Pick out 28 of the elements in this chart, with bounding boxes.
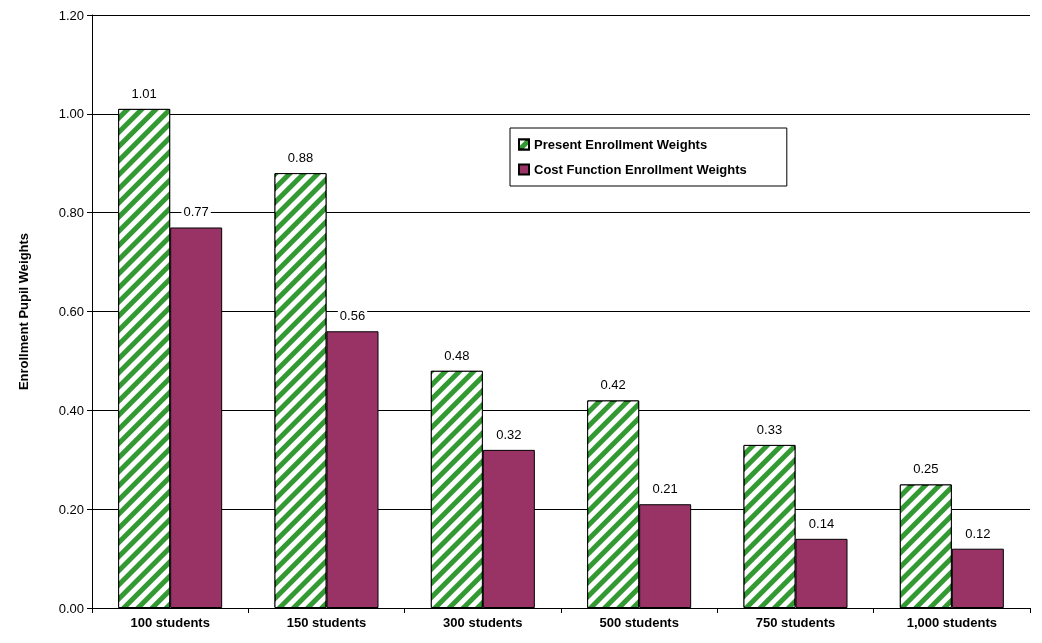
- y-tick-label: 1.20: [58, 7, 84, 23]
- data-label: 0.25: [913, 461, 939, 477]
- legend-label: Cost Function Enrollment Weights: [534, 162, 747, 177]
- y-tick-label: 0.60: [58, 304, 84, 319]
- data-label: 1.01: [131, 85, 157, 101]
- data-label: 0.12: [965, 525, 991, 541]
- x-tick-label: 500 students: [599, 615, 679, 630]
- data-label: 0.32: [496, 426, 522, 442]
- y-tick-label: 0.00: [58, 600, 84, 616]
- x-tick-label: 300 students: [443, 615, 523, 630]
- y-tick-label: 0.40: [58, 402, 84, 418]
- data-label: 0.21: [652, 481, 678, 497]
- x-tick-label: 150 students: [286, 615, 367, 630]
- y-tick-label: 0.20: [58, 501, 84, 517]
- y-tick-label: 1.00: [58, 106, 84, 122]
- data-label: 0.14: [808, 515, 835, 531]
- x-tick-label: 100 students: [130, 615, 210, 630]
- data-label: 0.88: [287, 150, 314, 166]
- data-label: 0.48: [444, 347, 470, 363]
- data-label: 0.56: [339, 308, 366, 324]
- data-label: 0.42: [600, 377, 626, 393]
- data-label: 0.77: [183, 204, 209, 220]
- data-label: 0.33: [756, 421, 783, 437]
- y-tick-label: 0.80: [58, 205, 84, 221]
- x-tick-label: 1,000 students: [906, 615, 997, 630]
- x-tick-label: 750 students: [755, 615, 836, 630]
- legend-label: Present Enrollment Weights: [534, 137, 708, 152]
- y-axis-title: Enrollment Pupil Weights: [16, 232, 31, 391]
